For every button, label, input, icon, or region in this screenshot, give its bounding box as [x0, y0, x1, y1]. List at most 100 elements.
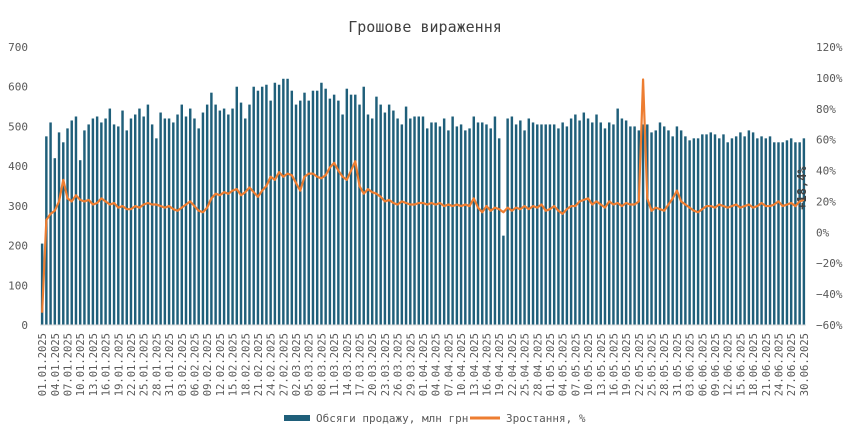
bar [205, 104, 209, 325]
x-tick-label: 04.05.2025 [558, 333, 570, 396]
x-tick-label: 22.01.2025 [126, 333, 138, 396]
x-tick-label: 27.06.2025 [786, 333, 798, 396]
x-tick-label: 10.04.2025 [456, 333, 468, 396]
y2-tick-label: 100% [816, 72, 843, 85]
bar [91, 118, 95, 326]
x-tick-label: 10.01.2025 [75, 333, 87, 396]
bar [519, 120, 522, 325]
bar [726, 142, 729, 325]
bar [260, 86, 264, 326]
legend-label-line: Зростання, % [506, 412, 586, 425]
bar [548, 124, 552, 325]
bar [345, 88, 349, 325]
bar [277, 84, 281, 325]
bar [743, 136, 746, 325]
bar [696, 138, 700, 325]
bar [756, 138, 759, 325]
x-tick-label: 22.04.2025 [507, 333, 519, 396]
x-tick-label: 08.03.2025 [316, 333, 328, 396]
x-tick-label: 04.04.2025 [431, 333, 443, 396]
x-tick-label: 19.04.2025 [494, 333, 506, 396]
bar [201, 112, 205, 325]
bar [701, 134, 704, 325]
bar [709, 132, 712, 325]
x-tick-label: 31.05.2025 [672, 333, 684, 396]
x-tick-label: 18.06.2025 [748, 333, 760, 396]
y2-tick-label: 60% [816, 134, 836, 147]
bar [426, 128, 429, 325]
bar [83, 130, 86, 325]
bar [159, 112, 162, 325]
bar [789, 138, 793, 325]
growth-line [41, 78, 805, 313]
x-tick-label: 12.06.2025 [723, 333, 735, 396]
bar [692, 138, 696, 325]
bar [620, 118, 624, 326]
x-tick-label: 03.06.2025 [685, 333, 697, 396]
bar [315, 90, 319, 325]
bar [497, 138, 501, 325]
bar [265, 84, 268, 325]
x-tick-label: 14.03.2025 [342, 333, 354, 396]
bar [472, 116, 476, 325]
bar [282, 78, 285, 326]
bar [536, 124, 539, 325]
x-tick-label: 26.03.2025 [393, 333, 405, 396]
x-tick-label: 25.05.2025 [647, 333, 659, 396]
bar [451, 116, 454, 325]
bar [299, 100, 302, 325]
x-tick-label: 28.05.2025 [659, 333, 671, 396]
bar [730, 138, 734, 325]
bar [599, 122, 602, 326]
bar [493, 116, 497, 325]
bar [231, 108, 234, 325]
bar [370, 118, 374, 326]
bar [256, 90, 260, 325]
chart-title: Грошове вираження [348, 18, 502, 36]
x-tick-label: 25.01.2025 [139, 333, 151, 396]
bar [527, 118, 531, 326]
x-tick-label: 05.03.2025 [304, 333, 316, 396]
x-tick-label: 24.06.2025 [773, 333, 785, 396]
y2-tick-label: 80% [816, 103, 836, 116]
bar [747, 130, 751, 325]
bar [252, 86, 255, 326]
bar [802, 138, 806, 325]
bar [646, 124, 649, 325]
y-tick-label: 300 [8, 200, 28, 213]
bar [57, 132, 61, 325]
bar [607, 122, 611, 326]
bar [624, 120, 628, 325]
bar [713, 134, 717, 325]
bar [337, 100, 340, 325]
bar [294, 104, 298, 325]
bar [595, 114, 598, 325]
x-tick-label: 07.04.2025 [443, 333, 455, 396]
x-tick-label: 13.05.2025 [596, 333, 608, 396]
x-tick-label: 10.05.2025 [583, 333, 595, 396]
bar [155, 138, 158, 325]
bar [392, 110, 395, 325]
legend-swatch-bars [284, 415, 310, 421]
bar [142, 116, 145, 325]
y-tick-label: 700 [8, 41, 28, 54]
bar [671, 136, 674, 325]
x-tick-label: 30.06.2025 [799, 333, 811, 396]
x-tick-label: 09.06.2025 [710, 333, 722, 396]
bar [214, 104, 217, 325]
x-tick-label: 21.02.2025 [253, 333, 265, 396]
y2-tick-label: −20% [816, 257, 843, 270]
bar [349, 94, 353, 325]
bar [616, 108, 619, 325]
x-tick-label: 12.02.2025 [215, 333, 227, 396]
x-tick-label: 28.01.2025 [151, 333, 163, 396]
x-tick-label: 02.03.2025 [291, 333, 303, 396]
bar [146, 104, 150, 325]
bar [578, 120, 581, 325]
x-tick-label: 13.04.2025 [469, 333, 481, 396]
bar [557, 128, 560, 325]
bar [150, 124, 154, 325]
bar [663, 126, 666, 326]
bar [633, 126, 636, 326]
